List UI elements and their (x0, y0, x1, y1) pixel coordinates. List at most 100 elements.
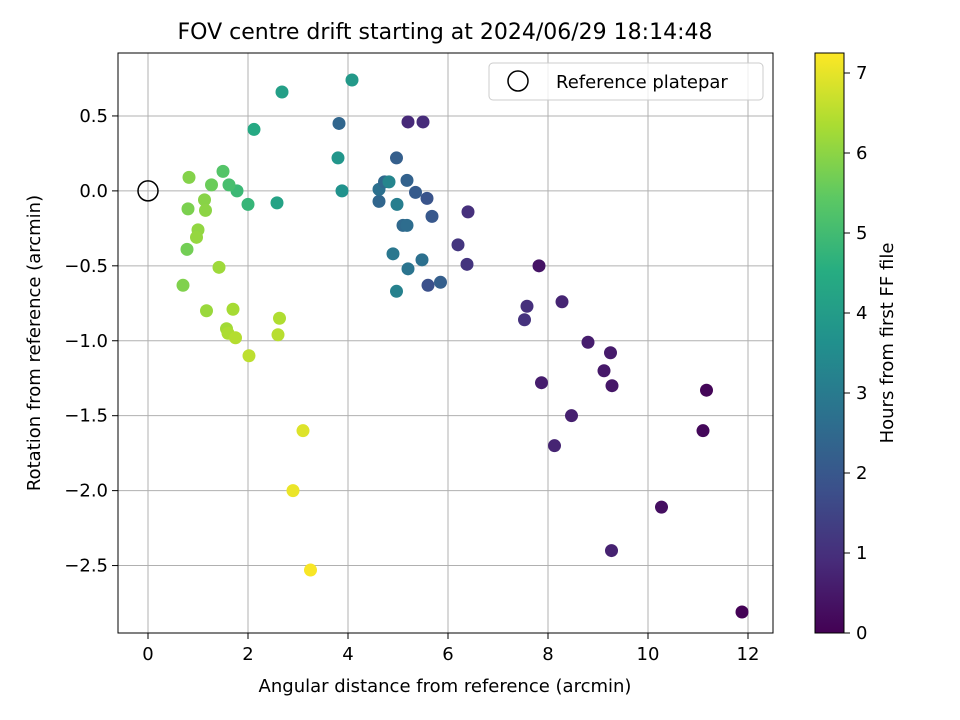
data-point (182, 170, 196, 184)
data-point (425, 209, 439, 223)
data-point (400, 173, 414, 187)
x-axis-label: Angular distance from reference (arcmin) (259, 676, 632, 697)
x-tick-label: 8 (542, 644, 553, 665)
data-point (390, 151, 403, 165)
data-point (565, 409, 578, 423)
data-point (198, 193, 211, 207)
data-point (520, 299, 534, 313)
data-point (275, 85, 289, 99)
data-point (296, 424, 310, 438)
legend: Reference platepar (488, 62, 764, 101)
x-tick-label: 10 (637, 644, 660, 665)
data-point (597, 364, 611, 378)
data-point (226, 302, 240, 316)
data-point (345, 73, 359, 87)
data-point (229, 331, 242, 345)
data-point (460, 257, 474, 271)
data-point (212, 260, 226, 274)
data-point (605, 379, 619, 393)
legend-entry-reference: Reference platepar (556, 72, 728, 93)
colorbar-tick-label: 0 (856, 623, 867, 644)
data-point (335, 184, 349, 198)
data-point (400, 218, 414, 232)
data-point (273, 311, 286, 325)
x-tick-label: 2 (242, 644, 253, 665)
data-point (420, 191, 434, 205)
data-point (190, 230, 203, 244)
x-axis-ticks: 0 2 4 6 8 10 12 (142, 633, 759, 665)
data-point (271, 328, 285, 342)
data-point (382, 175, 396, 189)
data-point (304, 563, 317, 577)
data-point (241, 197, 255, 211)
data-point (605, 544, 618, 558)
y-tick-label: −2.5 (64, 556, 108, 577)
x-tick-label: 12 (737, 644, 760, 665)
data-point (247, 122, 261, 136)
colorbar-tick-label: 7 (856, 63, 867, 84)
chart-title: FOV centre drift starting at 2024/06/29 … (178, 20, 713, 45)
colorbar (814, 52, 845, 634)
data-point (434, 275, 447, 289)
y-tick-label: 0.5 (79, 106, 108, 127)
data-point (700, 383, 713, 397)
x-tick-label: 4 (342, 644, 353, 665)
data-point (386, 247, 400, 261)
data-point (205, 178, 218, 192)
data-point (518, 313, 531, 327)
data-point (416, 115, 430, 129)
data-point (200, 304, 213, 318)
x-tick-label: 6 (442, 644, 453, 665)
legend-box (488, 62, 764, 101)
data-point (390, 284, 403, 298)
data-point (181, 202, 195, 216)
y-tick-label: −2.0 (64, 481, 108, 502)
y-tick-label: −0.5 (64, 256, 108, 277)
x-tick-label: 0 (142, 644, 153, 665)
data-points (176, 73, 749, 619)
data-point (532, 259, 546, 273)
data-point (696, 424, 710, 438)
data-point (222, 178, 236, 192)
colorbar-ticks: 0 1 2 3 4 5 6 7 (844, 63, 867, 644)
y-tick-label: −1.0 (64, 331, 108, 352)
data-point (242, 349, 256, 363)
data-point (216, 164, 230, 178)
y-axis-ticks: 0.5 0.0 −0.5 −1.0 −1.5 −2.0 −2.5 (64, 106, 118, 577)
data-point (270, 196, 284, 210)
colorbar-tick-label: 3 (856, 383, 867, 404)
colorbar-tick-label: 1 (856, 543, 867, 564)
data-point (461, 205, 475, 219)
y-tick-label: 0.0 (79, 181, 108, 202)
data-point (286, 484, 300, 498)
y-axis-label: Rotation from reference (arcmin) (24, 195, 45, 491)
reference-platepar-marker (137, 180, 159, 202)
data-point (548, 439, 561, 453)
data-point (401, 115, 415, 129)
data-point (735, 605, 749, 619)
data-point (176, 278, 190, 292)
data-point (555, 295, 569, 309)
data-point (372, 194, 386, 208)
data-point (451, 238, 465, 252)
data-point (581, 335, 595, 349)
data-point (415, 253, 429, 267)
data-point (421, 278, 435, 292)
data-point (409, 185, 422, 199)
colorbar-tick-label: 5 (856, 223, 867, 244)
data-point (331, 151, 345, 165)
data-point (332, 116, 346, 130)
colorbar-tick-label: 6 (856, 143, 867, 164)
data-point (604, 346, 617, 360)
data-point (401, 262, 415, 276)
data-point (655, 500, 668, 514)
data-point (390, 197, 404, 211)
colorbar-tick-label: 4 (856, 303, 867, 324)
legend-reference-icon (507, 70, 529, 92)
plot-area-frame (117, 52, 774, 634)
grid-lines (118, 53, 773, 633)
colorbar-tick-label: 2 (856, 463, 867, 484)
colorbar-label: Hours from first FF file (877, 243, 898, 444)
data-point (199, 203, 212, 217)
